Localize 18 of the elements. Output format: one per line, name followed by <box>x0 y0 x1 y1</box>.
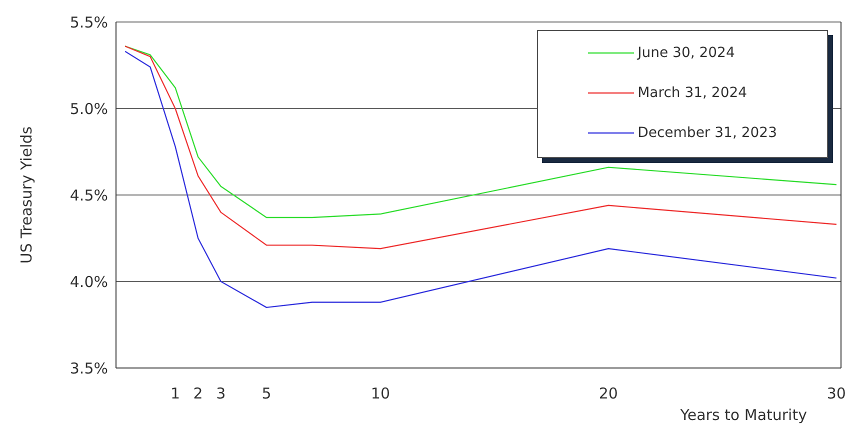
x-axis-title: Years to Maturity <box>679 406 808 424</box>
x-tick-label: 2 <box>193 384 203 403</box>
x-tick-label: 5 <box>262 384 272 403</box>
legend-label: March 31, 2024 <box>638 85 748 101</box>
y-tick-label: 4.5% <box>70 186 108 204</box>
y-axis-title: US Treasury Yields <box>17 126 36 264</box>
y-tick-label: 5.0% <box>70 100 108 118</box>
x-tick-label: 3 <box>216 384 226 403</box>
y-tick-label: 4.0% <box>70 272 108 291</box>
x-tick-label: 10 <box>370 384 390 403</box>
y-tick-label: 3.5% <box>70 359 108 378</box>
x-tick-label: 20 <box>598 384 618 403</box>
y-tick-label: 5.5% <box>70 13 108 32</box>
x-tick-label: 30 <box>826 384 846 403</box>
x-tick-label: 1 <box>170 384 180 403</box>
line-series <box>124 46 838 250</box>
legend-label: June 30, 2024 <box>638 45 735 61</box>
legend-label: December 31, 2023 <box>638 125 777 141</box>
